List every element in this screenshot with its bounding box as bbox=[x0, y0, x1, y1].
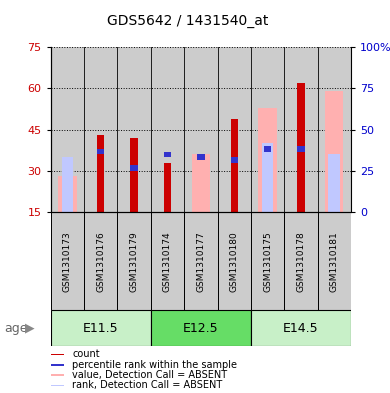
Bar bbox=[130, 165, 138, 171]
Bar bbox=[97, 135, 105, 212]
Bar bbox=[218, 212, 251, 310]
Bar bbox=[58, 176, 76, 212]
Bar bbox=[51, 354, 64, 355]
Bar bbox=[284, 47, 317, 212]
Bar bbox=[317, 47, 351, 212]
Bar bbox=[164, 152, 171, 157]
Bar bbox=[117, 212, 151, 310]
Text: percentile rank within the sample: percentile rank within the sample bbox=[72, 360, 237, 370]
Text: GDS5642 / 1431540_at: GDS5642 / 1431540_at bbox=[106, 14, 268, 28]
Bar bbox=[184, 212, 218, 310]
Bar bbox=[230, 157, 238, 163]
Bar bbox=[62, 157, 73, 212]
Text: GSM1310179: GSM1310179 bbox=[129, 231, 138, 292]
Text: E14.5: E14.5 bbox=[283, 321, 319, 335]
Bar bbox=[51, 385, 64, 386]
Bar bbox=[51, 364, 64, 365]
Bar bbox=[191, 154, 210, 212]
Bar bbox=[297, 83, 305, 212]
Bar bbox=[151, 47, 184, 212]
Bar bbox=[84, 212, 117, 310]
Text: GSM1310178: GSM1310178 bbox=[296, 231, 305, 292]
Text: value, Detection Call = ABSENT: value, Detection Call = ABSENT bbox=[72, 370, 227, 380]
Bar bbox=[284, 212, 317, 310]
Text: count: count bbox=[72, 349, 100, 359]
Text: GSM1310174: GSM1310174 bbox=[163, 231, 172, 292]
Text: ▶: ▶ bbox=[25, 321, 35, 335]
Text: rank, Detection Call = ABSENT: rank, Detection Call = ABSENT bbox=[72, 380, 222, 391]
Text: GSM1310173: GSM1310173 bbox=[63, 231, 72, 292]
Text: GSM1310181: GSM1310181 bbox=[330, 231, 339, 292]
Bar bbox=[325, 91, 344, 212]
Bar bbox=[51, 47, 84, 212]
Bar bbox=[218, 47, 251, 212]
Bar bbox=[251, 47, 284, 212]
Text: E12.5: E12.5 bbox=[183, 321, 219, 335]
Bar bbox=[51, 374, 64, 376]
Bar bbox=[328, 154, 340, 212]
Bar bbox=[264, 146, 271, 152]
Bar bbox=[151, 310, 251, 346]
Bar bbox=[184, 47, 218, 212]
Bar bbox=[251, 212, 284, 310]
Bar bbox=[117, 47, 151, 212]
Bar bbox=[259, 108, 277, 212]
Text: GSM1310175: GSM1310175 bbox=[263, 231, 272, 292]
Text: GSM1310176: GSM1310176 bbox=[96, 231, 105, 292]
Bar bbox=[51, 212, 84, 310]
Bar bbox=[84, 47, 117, 212]
Bar bbox=[130, 138, 138, 212]
Text: GSM1310180: GSM1310180 bbox=[230, 231, 239, 292]
Text: E11.5: E11.5 bbox=[83, 321, 119, 335]
Bar bbox=[262, 143, 273, 212]
Text: GSM1310177: GSM1310177 bbox=[196, 231, 206, 292]
Text: age: age bbox=[4, 321, 27, 335]
Bar bbox=[317, 212, 351, 310]
Bar bbox=[164, 163, 171, 212]
Bar bbox=[230, 119, 238, 212]
Bar bbox=[197, 154, 204, 160]
Bar bbox=[151, 212, 184, 310]
Bar bbox=[251, 310, 351, 346]
Bar bbox=[97, 149, 105, 154]
Bar bbox=[51, 310, 151, 346]
Bar bbox=[297, 146, 305, 152]
